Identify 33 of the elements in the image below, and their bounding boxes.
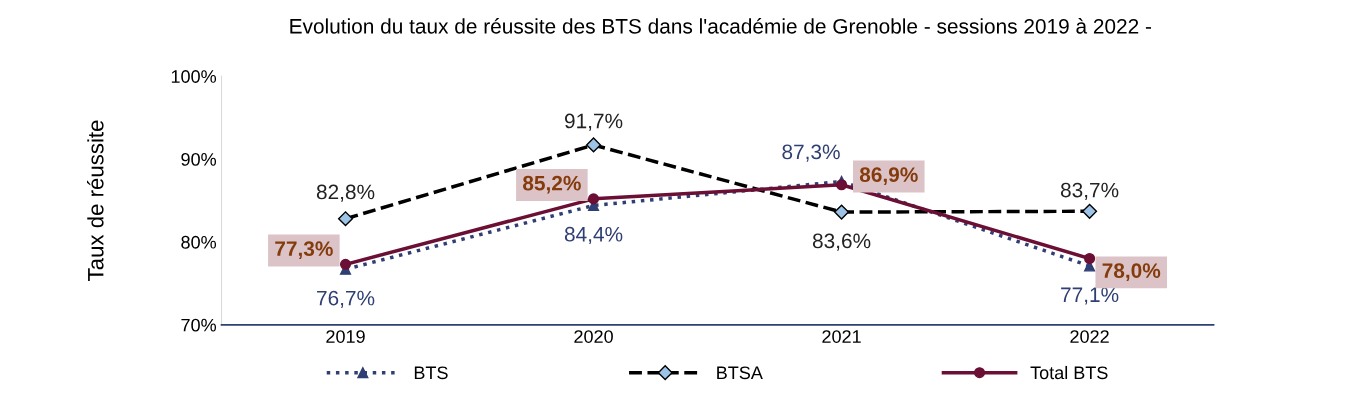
data-label: 78,0% (1102, 263, 1161, 282)
x-tick-label: 2020 (574, 330, 613, 343)
x-tick-label: 2019 (326, 330, 365, 343)
legend-label: BTSA (717, 366, 763, 380)
data-label: 83,7% (1060, 182, 1119, 200)
data-label: 85,2% (523, 175, 581, 194)
point (587, 193, 600, 205)
point (836, 179, 848, 191)
data-label: 77,1% (1061, 287, 1119, 305)
point (1084, 252, 1096, 265)
y-tick-label: 90% (181, 153, 217, 166)
data-label: 91,7% (564, 113, 623, 131)
y-tick-label: 70% (181, 318, 217, 332)
chart-title: Evolution du taux de réussite des BTS dans l'académie de Grenoble - sessions 2019 à 2022 - (290, 18, 1152, 34)
data-label: 77,3% (275, 241, 333, 260)
y-tick-label: 100% (171, 70, 217, 83)
data-label: 76,7% (317, 290, 375, 308)
data-label: 86,9% (859, 167, 918, 186)
data-label: 83,6% (812, 233, 871, 251)
data-label: 84,4% (564, 226, 623, 245)
data-label: 87,3% (782, 144, 840, 162)
x-tick-label: 2022 (1070, 330, 1109, 343)
x-tick-label: 2021 (822, 330, 861, 343)
legend-label: Total BTS (1030, 365, 1108, 380)
point (833, 204, 850, 220)
point (337, 211, 354, 227)
data-label: 82,8% (316, 184, 375, 202)
point (1082, 203, 1098, 219)
point (339, 258, 352, 270)
legend-label: BTS (414, 366, 448, 380)
y-axis-title: Taux de réussite (87, 120, 104, 281)
y-tick-label: 80% (181, 235, 217, 249)
point (585, 137, 602, 153)
